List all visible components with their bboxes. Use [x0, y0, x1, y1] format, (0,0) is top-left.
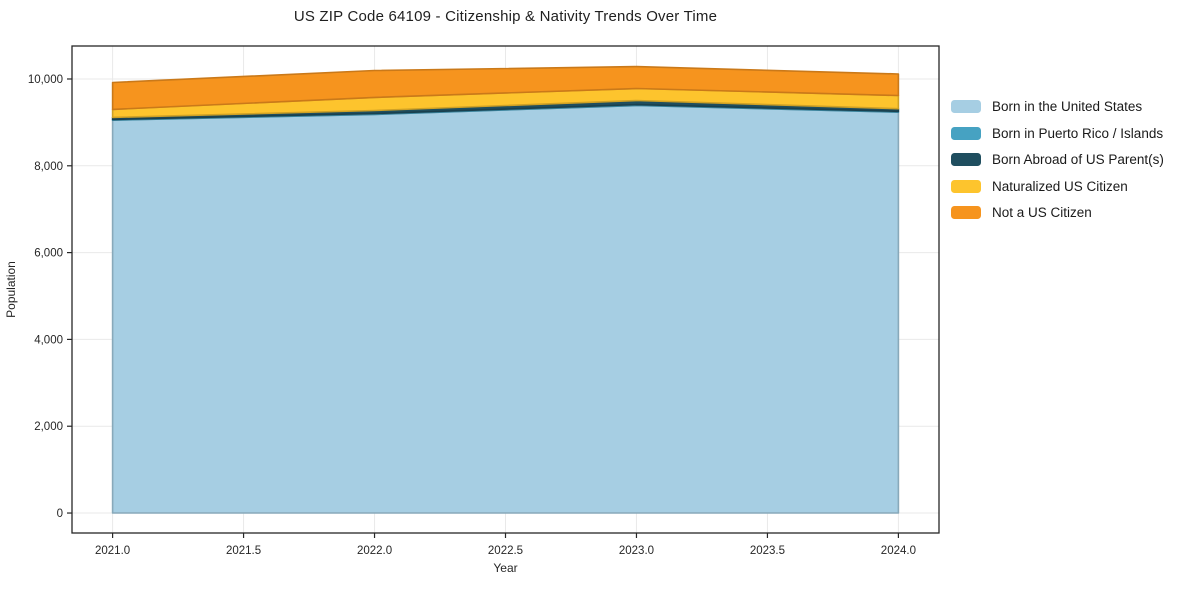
y-tick-label: 10,000 — [28, 74, 63, 86]
legend-swatch-icon — [951, 179, 981, 193]
y-tick-label: 4,000 — [34, 334, 63, 346]
legend-item-4: Not a US Citizen — [951, 206, 1164, 220]
legend-label: Born in the United States — [992, 99, 1143, 114]
x-tick-label: 2024.0 — [881, 545, 916, 557]
y-tick-label: 0 — [57, 508, 63, 520]
y-axis-label: Population — [4, 261, 18, 318]
legend-item-2: Born Abroad of US Parent(s) — [951, 153, 1164, 167]
x-tick-label: 2023.0 — [619, 545, 654, 557]
legend-label: Not a US Citizen — [992, 205, 1092, 220]
legend-item-3: Naturalized US Citizen — [951, 178, 1164, 194]
legend-label: Born in Puerto Rico / Islands — [992, 125, 1164, 141]
legend-swatch-icon — [951, 126, 981, 140]
y-tick-label: 6,000 — [34, 248, 63, 260]
legend: Born in the United States Born in Puerto … — [951, 100, 1164, 220]
area-band — [111, 104, 900, 514]
chart-title: US ZIP Code 64109 - Citizenship & Nativi… — [293, 8, 718, 25]
legend-label: Naturalized US Citizen — [992, 178, 1128, 194]
x-tick-label: 2021.0 — [95, 545, 130, 557]
y-tick-label: 2,000 — [34, 421, 63, 433]
area-band — [111, 65, 900, 111]
legend-label: Born Abroad of US Parent(s) — [992, 152, 1164, 167]
x-axis-label: Year — [493, 561, 517, 575]
x-tick-label: 2023.5 — [750, 545, 785, 557]
legend-item-1: Born in Puerto Rico / Islands — [951, 125, 1164, 141]
y-tick-label: 8,000 — [34, 161, 63, 173]
legend-swatch-icon — [951, 153, 981, 167]
x-tick-label: 2022.0 — [357, 545, 392, 557]
legend-swatch-icon — [951, 206, 981, 220]
legend-swatch-icon — [951, 100, 981, 114]
x-tick-label: 2022.5 — [488, 545, 523, 557]
x-tick-label: 2021.5 — [226, 545, 261, 557]
legend-item-0: Born in the United States — [951, 100, 1164, 114]
